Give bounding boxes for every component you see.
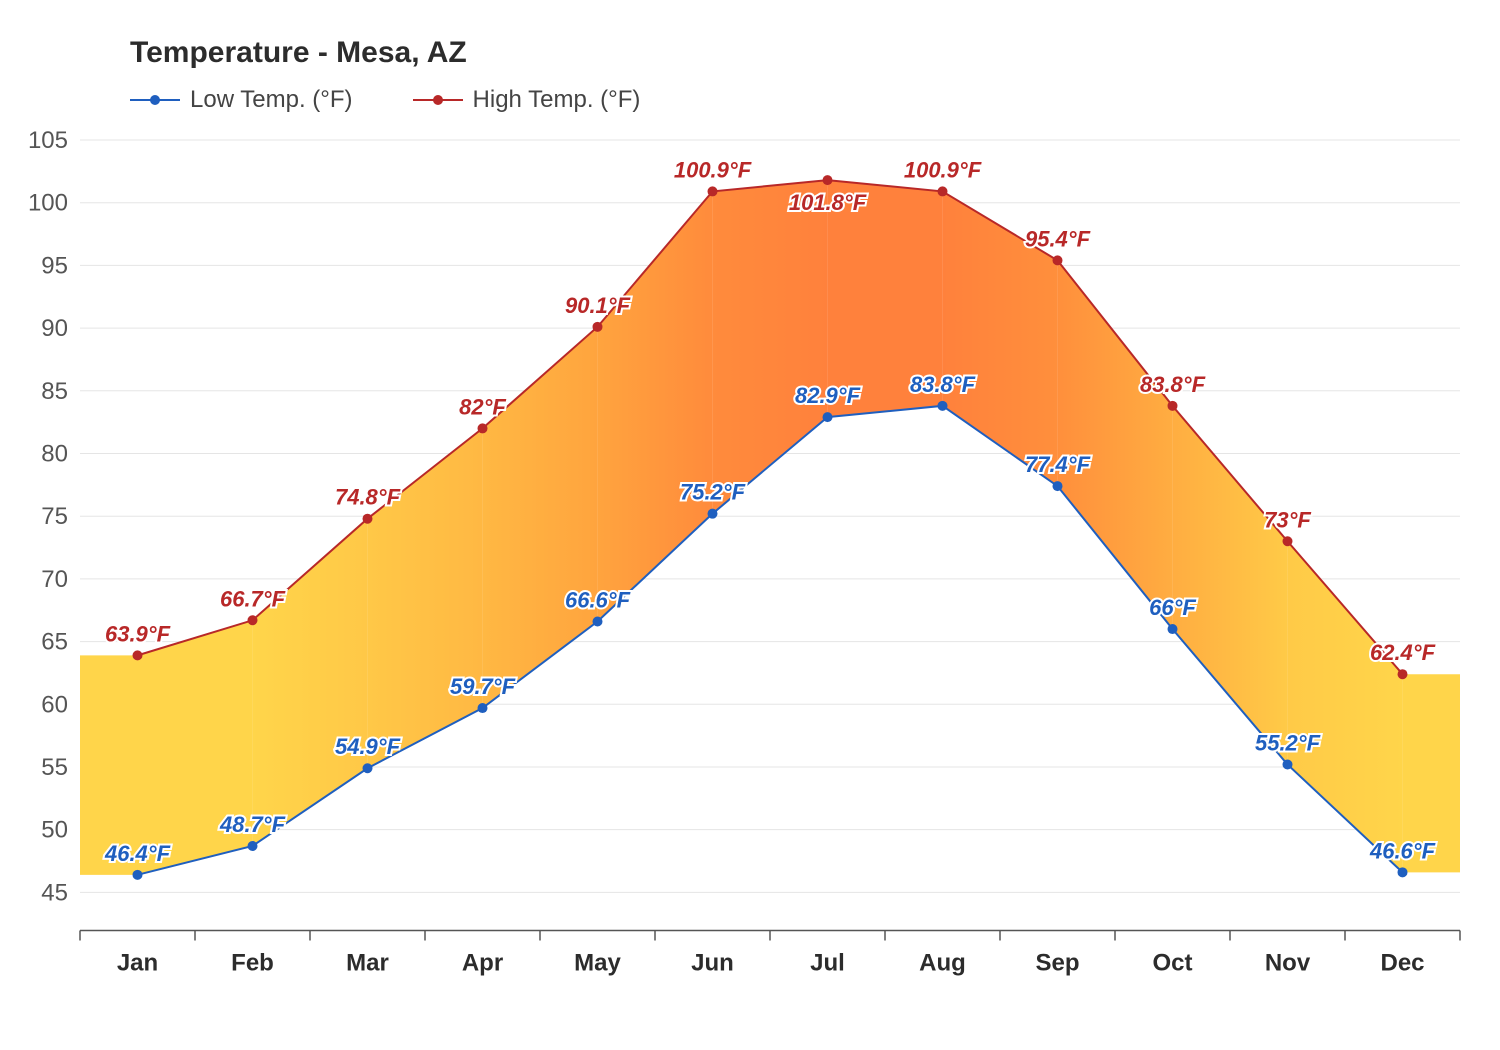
legend-high-line (413, 99, 463, 101)
low-marker (593, 617, 603, 627)
high-value-label: 83.8°F (1140, 372, 1206, 397)
low-marker (938, 401, 948, 411)
high-value-label: 100.9°F (904, 157, 982, 182)
range-segment (1058, 260, 1173, 629)
legend-low-dot (150, 95, 160, 105)
low-marker (708, 509, 718, 519)
low-marker (1053, 481, 1063, 491)
range-segment (598, 191, 713, 621)
high-value-label: 62.4°F (1370, 640, 1436, 665)
temperature-chart: Temperature - Mesa, AZ Low Temp. (°F) Hi… (0, 0, 1500, 1050)
low-value-label: 77.4°F (1025, 452, 1091, 477)
range-segment (253, 519, 368, 846)
svg-text:75: 75 (41, 503, 68, 530)
low-marker (363, 763, 373, 773)
low-marker (1283, 759, 1293, 769)
legend-high-dot (433, 95, 443, 105)
low-marker (823, 412, 833, 422)
x-axis-label: Mar (346, 950, 389, 977)
svg-text:100: 100 (28, 190, 68, 217)
legend-low-label: Low Temp. (°F) (190, 86, 353, 114)
x-axis-label: Nov (1265, 950, 1311, 977)
legend-high: High Temp. (°F) (413, 86, 641, 114)
high-value-label: 101.8°F (789, 190, 867, 215)
high-value-label: 66.7°F (220, 586, 286, 611)
svg-text:65: 65 (41, 629, 68, 656)
high-marker (708, 186, 718, 196)
x-axis-label: May (574, 950, 621, 977)
high-marker (248, 615, 258, 625)
range-segment (713, 180, 828, 514)
x-axis-label: Dec (1380, 950, 1424, 977)
low-value-label: 46.4°F (104, 841, 171, 866)
low-value-label: 54.9°F (335, 734, 401, 759)
high-marker (823, 175, 833, 185)
low-marker (1398, 867, 1408, 877)
low-marker (133, 870, 143, 880)
high-value-label: 63.9°F (105, 621, 171, 646)
svg-text:95: 95 (41, 252, 68, 279)
high-marker (133, 650, 143, 660)
high-value-label: 90.1°F (565, 293, 631, 318)
low-marker (248, 841, 258, 851)
high-marker (1398, 669, 1408, 679)
svg-text:90: 90 (41, 315, 68, 342)
high-marker (363, 514, 373, 524)
range-segment (483, 327, 598, 708)
high-marker (593, 322, 603, 332)
low-marker (1168, 624, 1178, 634)
low-value-label: 66°F (1149, 595, 1196, 620)
x-axis-label: Jul (810, 950, 845, 977)
high-value-label: 82°F (459, 394, 506, 419)
high-value-label: 100.9°F (674, 157, 752, 182)
high-value-label: 73°F (1264, 507, 1311, 532)
high-marker (478, 423, 488, 433)
chart-legend: Low Temp. (°F) High Temp. (°F) (130, 86, 640, 114)
range-segment (1288, 541, 1403, 872)
x-axis-label: Oct (1152, 950, 1192, 977)
legend-low-line (130, 99, 180, 101)
svg-text:45: 45 (41, 879, 68, 906)
x-axis-label: Jun (691, 950, 734, 977)
svg-text:55: 55 (41, 754, 68, 781)
svg-text:105: 105 (28, 127, 68, 154)
low-value-label: 82.9°F (795, 383, 861, 408)
low-value-label: 75.2°F (680, 480, 746, 505)
high-marker (1053, 255, 1063, 265)
high-value-label: 74.8°F (335, 485, 401, 510)
low-value-label: 48.7°F (219, 812, 286, 837)
svg-text:70: 70 (41, 566, 68, 593)
high-marker (1168, 401, 1178, 411)
high-marker (1283, 536, 1293, 546)
svg-text:50: 50 (41, 817, 68, 844)
x-axis-label: Apr (462, 950, 503, 977)
low-value-label: 83.8°F (910, 372, 976, 397)
low-value-label: 59.7°F (450, 674, 516, 699)
legend-high-label: High Temp. (°F) (473, 86, 641, 114)
x-axis-label: Aug (919, 950, 966, 977)
legend-low: Low Temp. (°F) (130, 86, 353, 114)
svg-text:60: 60 (41, 691, 68, 718)
range-segment (1173, 406, 1288, 765)
x-axis-label: Jan (117, 950, 158, 977)
low-value-label: 66.6°F (565, 588, 631, 613)
low-marker (478, 703, 488, 713)
svg-text:80: 80 (41, 440, 68, 467)
x-axis-label: Feb (231, 950, 274, 977)
chart-svg: 45 50 55 60 65 70 75 80 85 90 95 100 105 Jan Feb Mar Apr… (0, 0, 1500, 1050)
x-axis-label: Sep (1035, 950, 1079, 977)
high-value-label: 95.4°F (1025, 226, 1091, 251)
low-value-label: 46.6°F (1369, 838, 1436, 863)
svg-text:85: 85 (41, 378, 68, 405)
chart-title: Temperature - Mesa, AZ (130, 36, 467, 70)
low-value-label: 55.2°F (1255, 730, 1321, 755)
high-marker (938, 186, 948, 196)
